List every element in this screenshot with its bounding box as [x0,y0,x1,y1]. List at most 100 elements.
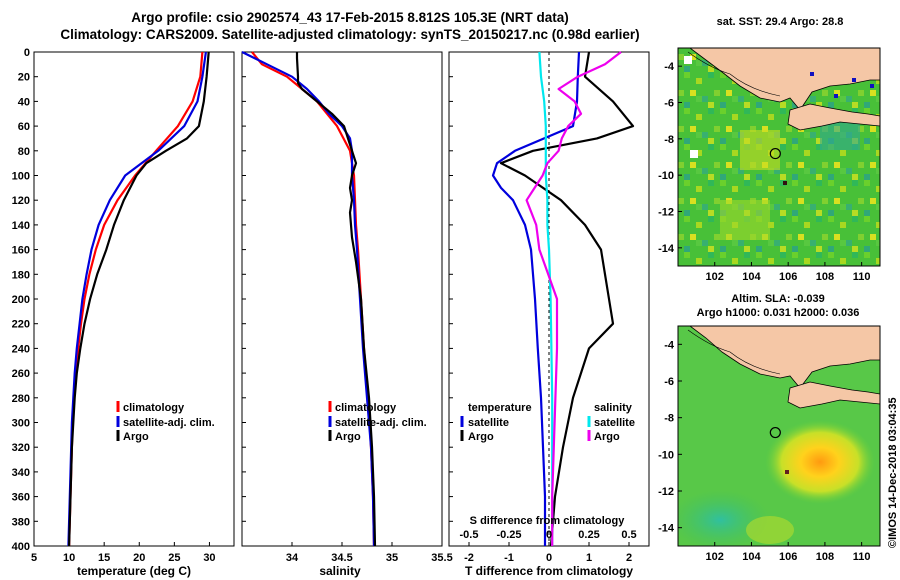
salinity-difference-tick-label: -0.5 [460,529,479,541]
series-line-temperature-argo [499,51,635,547]
sla-map-frame [677,325,881,547]
legend-temperature-satellite-label: satellite [468,417,509,429]
series-line-argo [295,52,377,547]
map-y-tick-label: -6 [664,98,674,110]
depth-tick-label: 120 [12,195,30,207]
legend-climatology-label: climatology [123,402,185,414]
legend-argo-label: Argo [335,431,361,443]
salinity-difference-tick-label: 0 [546,529,552,541]
sla-isobath [687,329,781,375]
depth-tick-label: 20 [18,72,30,84]
map-x-tick-label: 102 [706,271,724,283]
x-tick-label: 2 [626,552,632,564]
x-tick-label: 34.5 [331,552,352,564]
map-x-tick-label: 102 [706,551,724,563]
map-y-tick-label: -8 [664,134,674,146]
temperature-legend: climatology satellite-adj. clim. Argo [116,401,215,443]
legend-temperature-title: temperature [468,402,532,414]
legend-argo-label: Argo [123,431,149,443]
depth-tick-label: 160 [12,245,30,257]
map-x-tick-label: 108 [816,551,834,563]
series-line-temperature-satellite [491,51,581,546]
sst-pixel [870,84,874,88]
temperature-x-axis: 5 10 15 20 25 30 [31,542,216,564]
legend-satellite-label: satellite-adj. clim. [123,417,215,429]
map-x-tick-label: 108 [816,271,834,283]
difference-legend-temperature: temperature satellite Argo [460,402,532,443]
x-tick-label: 20 [133,552,145,564]
figure-title-line-1: Argo profile: csio 2902574_43 17-Feb-201… [131,10,569,25]
depth-tick-label: 100 [12,171,30,183]
x-tick-label: 25 [168,552,180,564]
x-tick-label: -1 [504,552,514,564]
difference-legend-salinity: salinity satellite Argo [587,402,635,443]
salinity-x-axis: 34 34.5 35 35.5 [242,51,453,564]
x-tick-label: 0 [546,552,552,564]
depth-tick-label: 260 [12,368,30,380]
legend-salinity-satellite-label: satellite [594,417,635,429]
x-tick-label: 10 [63,552,75,564]
salinity-difference-tick-label: 0.25 [578,529,599,541]
salinity-difference-tick-label: 0.5 [621,529,636,541]
salinity-legend: climatology satellite-adj. clim. Argo [328,401,427,443]
sst-warm-patch [740,130,780,170]
sst-pixel [810,72,814,76]
depth-axis: 0 20 40 60 80 100 120 140 160 180 200 220 240 260 280 3… [12,47,38,553]
difference-x-axis: -2 -1 0 1 2 [449,51,632,564]
temperature-panel-frame [33,51,235,547]
sst-cloud-gap [690,150,698,158]
map-y-tick-label: -10 [658,170,674,182]
series-line-argo [68,51,210,547]
depth-tick-label: 300 [12,418,30,430]
map-x-tick-label: 106 [779,271,797,283]
sla-sumatra-land [678,326,880,389]
depth-tick-label: 140 [12,220,30,232]
legend-salinity-title: salinity [594,402,633,414]
map-x-tick-label: 110 [853,271,871,283]
depth-tick-label: 400 [12,541,30,553]
map-y-tick-label: -6 [664,376,674,388]
salinity-difference-tick-label: -0.25 [496,529,521,541]
sla-argo-position-marker [769,426,781,439]
series-line-salinity-satellite [538,51,554,546]
salinity-difference-axis-label: S difference from climatology [470,515,626,527]
series-line-salinity-argo [525,51,622,546]
sla-map-title-line-1: Altim. SLA: -0.039 [731,293,825,305]
legend-satellite-label: satellite-adj. clim. [335,417,427,429]
x-tick-label: 15 [98,552,110,564]
imos-timestamp: ©IMOS 14-Dec-2018 03:04:35 [887,397,899,548]
depth-tick-label: 180 [12,269,30,281]
sst-argo-position-marker [769,147,781,160]
map-x-tick-label: 106 [779,551,797,563]
depth-tick-label: 220 [12,319,30,331]
x-tick-label: 34 [286,552,299,564]
sst-map-axes: 102 104 106 108 110 -4 -6 -8 -10 -12 -14 [658,61,870,283]
map-y-tick-label: -14 [658,243,675,255]
depth-tick-label: 80 [18,146,30,158]
temperature-series [67,51,210,547]
map-y-tick-label: -8 [664,413,674,425]
legend-salinity-argo-label: Argo [594,431,620,443]
sla-java-land [787,381,880,409]
map-y-tick-label: -14 [658,523,675,535]
depth-tick-label: 60 [18,121,30,133]
sla-map-field [678,326,880,546]
map-y-tick-label: -4 [664,61,675,73]
difference-xlabel: T difference from climatology [465,564,633,578]
difference-series [491,51,635,547]
depth-tick-label: 380 [12,516,30,528]
sst-warm-patch-2 [720,200,770,240]
figure-title-line-2: Climatology: CARS2009. Satellite-adjuste… [60,27,640,42]
sst-isobath [687,51,781,97]
sla-pixel [785,470,789,474]
x-tick-label: -2 [464,552,474,564]
map-x-tick-label: 110 [853,551,871,563]
x-tick-label: 1 [586,552,592,564]
x-tick-label: 5 [31,552,37,564]
depth-tick-label: 200 [12,294,30,306]
map-y-tick-label: -10 [658,449,674,461]
depth-tick-label: 340 [12,467,30,479]
depth-tick-label: 360 [12,492,30,504]
